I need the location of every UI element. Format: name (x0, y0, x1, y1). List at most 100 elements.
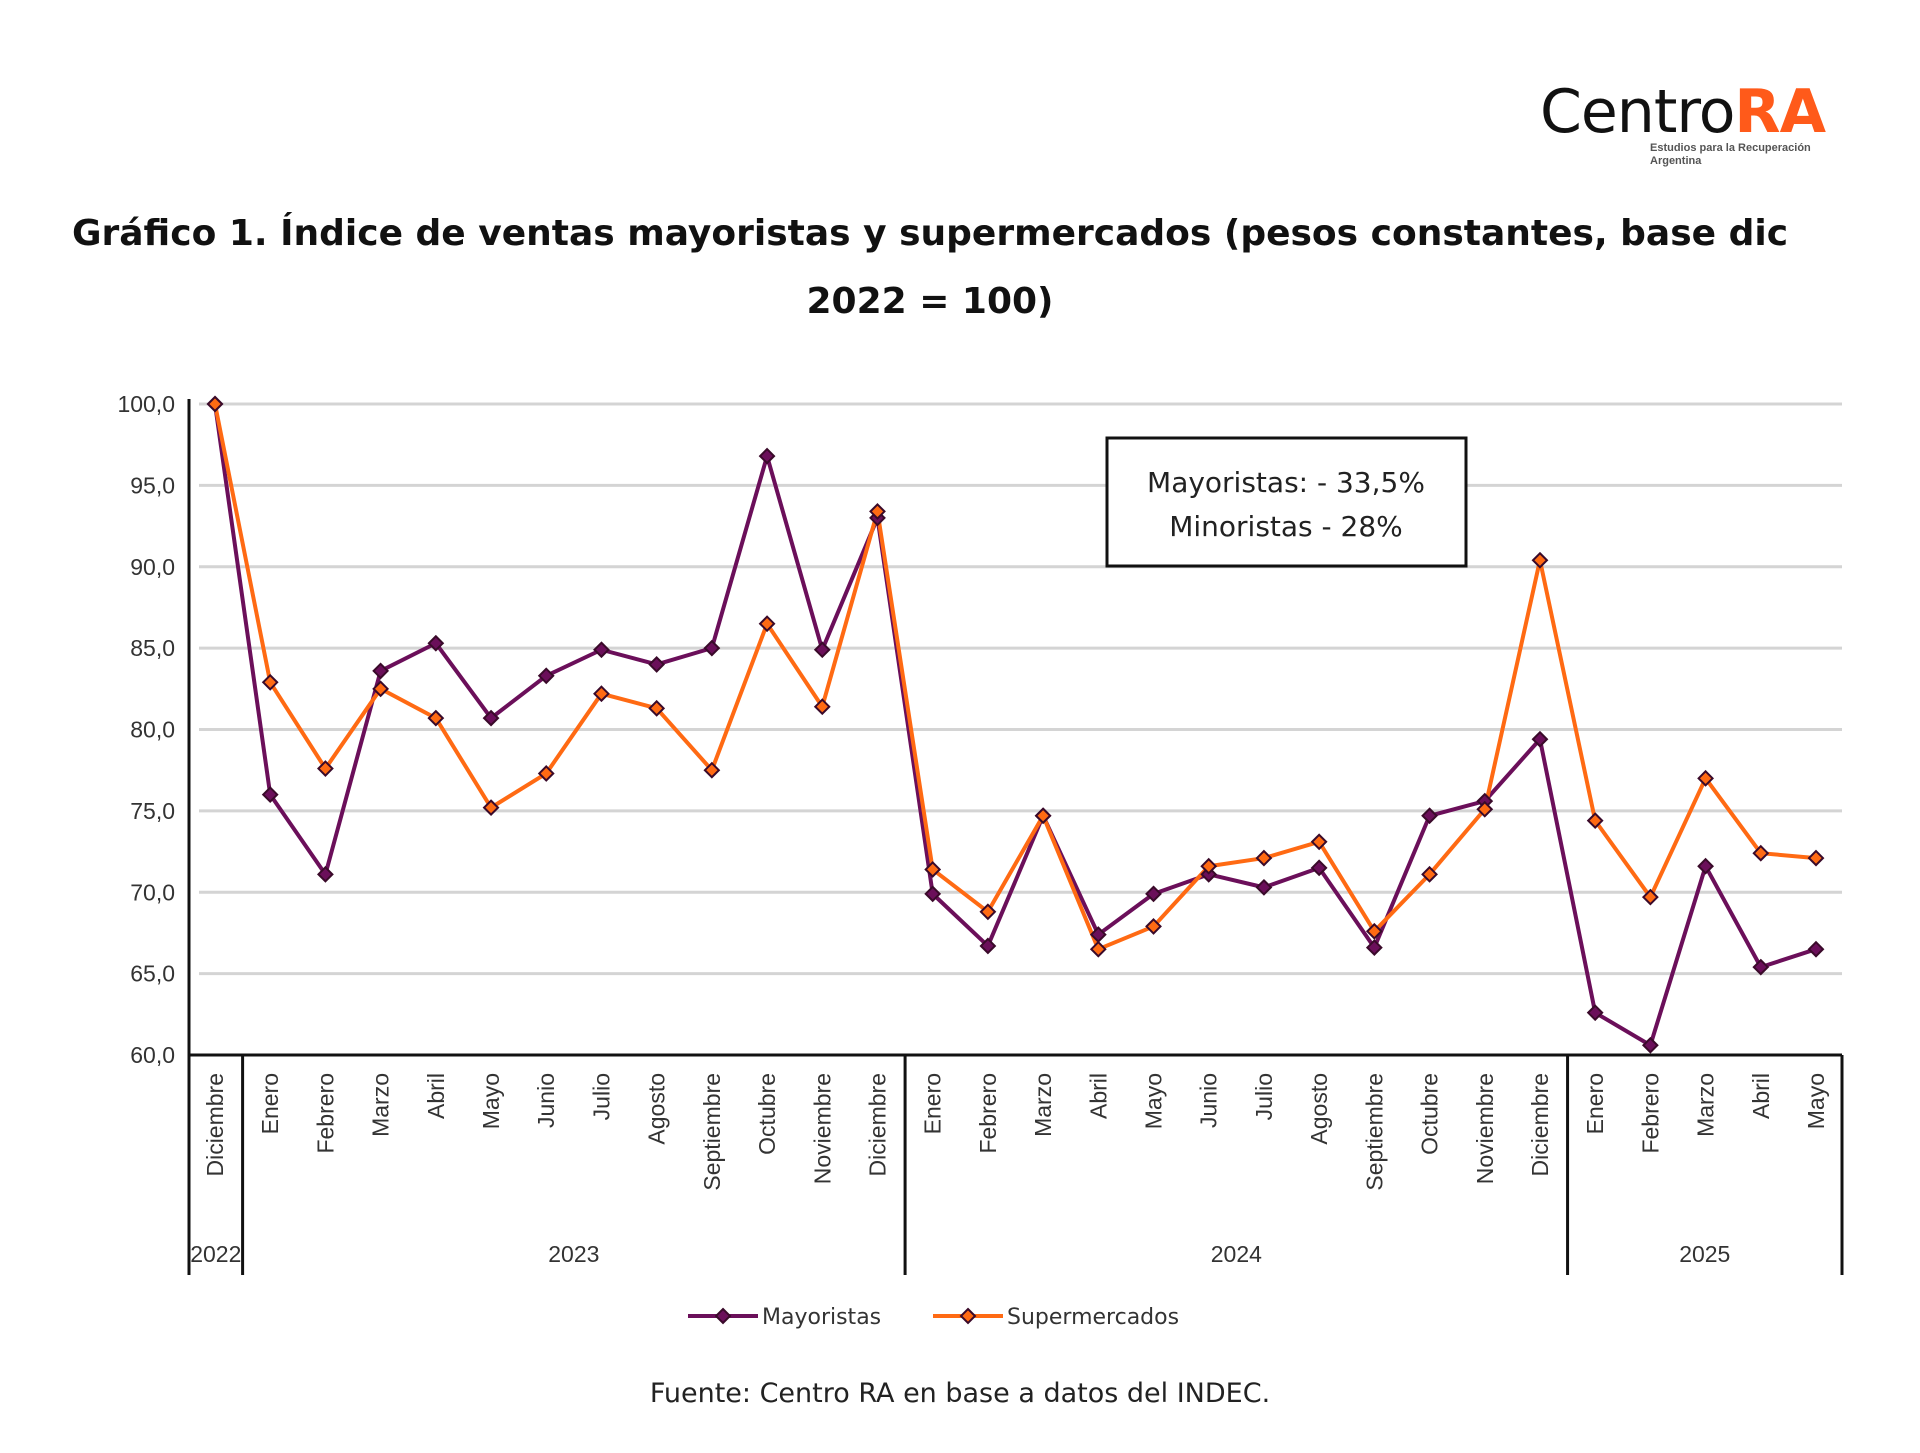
data-point-mayoristas (427, 634, 445, 652)
data-point-supermercados (1586, 812, 1604, 830)
annotation-text: Minoristas - 28% (1169, 510, 1403, 543)
data-point-supermercados (316, 760, 334, 777)
x-tick-label: Agosto (644, 1073, 670, 1145)
data-point-mayoristas (703, 639, 721, 657)
data-point-supermercados (1034, 807, 1052, 825)
data-point-supermercados (1752, 844, 1770, 862)
x-tick-label: Junio (1196, 1073, 1222, 1128)
annotation-box (1105, 436, 1468, 568)
data-point-supermercados (703, 761, 721, 779)
data-point-supermercados (1641, 888, 1659, 906)
data-point-mayoristas (758, 447, 776, 465)
series-line-supermercados (213, 403, 1817, 952)
source-note: Fuente: Centro RA en base a datos del IN… (649, 1378, 1271, 1409)
data-point-mayoristas (1531, 730, 1549, 748)
x-tick-label: Abril (1748, 1073, 1774, 1119)
y-tick-label: 90,0 (130, 554, 175, 580)
data-point-mayoristas (1641, 1036, 1659, 1054)
x-tick-label: Mayo (1803, 1073, 1829, 1129)
data-point-supermercados (869, 503, 886, 520)
data-point-mayoristas (1310, 859, 1328, 877)
x-tick-label: Marzo (1693, 1073, 1719, 1137)
data-point-mayoristas (316, 865, 334, 883)
data-point-supermercados (758, 615, 776, 633)
data-point-supermercados (1531, 551, 1549, 569)
series-line-mayoristas (213, 403, 1817, 1048)
data-point-mayoristas (537, 667, 555, 685)
data-point-mayoristas (648, 655, 666, 673)
x-tick-label: Febrero (975, 1073, 1001, 1154)
x-tick-label: Enero (920, 1073, 946, 1134)
year-label: 2024 (1211, 1241, 1262, 1267)
data-point-supermercados (593, 685, 610, 703)
data-point-mayoristas (261, 786, 279, 804)
y-tick-label: 100,0 (117, 391, 175, 417)
y-tick-label: 75,0 (130, 798, 175, 824)
x-tick-label: Febrero (312, 1073, 338, 1154)
data-point-supermercados (482, 799, 500, 817)
x-tick-label: Abril (1085, 1073, 1111, 1119)
data-point-mayoristas (593, 641, 610, 659)
data-point-supermercados (1200, 857, 1218, 875)
y-tick-label: 60,0 (130, 1042, 175, 1068)
data-point-mayoristas (1697, 857, 1715, 875)
data-point-supermercados (1697, 769, 1715, 787)
data-point-mayoristas (1752, 958, 1770, 976)
x-tick-label: Noviembre (809, 1073, 835, 1184)
data-point-mayoristas (372, 662, 390, 680)
data-point-mayoristas (1255, 878, 1273, 896)
x-tick-label: Septiembre (699, 1073, 725, 1191)
x-tick-label: Diciembre (202, 1073, 228, 1177)
annotation-text: Mayoristas: - 33,5% (1147, 466, 1425, 499)
chart-title: Gráfico 1. Índice de ventas mayoristas y… (71, 213, 1789, 322)
x-tick-label: Agosto (1306, 1073, 1332, 1145)
data-point-supermercados (427, 709, 445, 727)
x-tick-label: Marzo (1030, 1073, 1056, 1137)
x-tick-label: Diciembre (1527, 1073, 1553, 1177)
x-tick-label: Septiembre (1361, 1073, 1387, 1191)
data-point-supermercados (979, 903, 997, 921)
data-point-supermercados (1310, 833, 1328, 851)
data-point-supermercados (1145, 918, 1162, 935)
x-tick-label: Mayo (478, 1073, 504, 1129)
data-point-supermercados (1255, 849, 1273, 867)
data-point-supermercados (648, 699, 666, 717)
x-tick-label: Enero (257, 1073, 283, 1134)
y-tick-label: 85,0 (130, 635, 175, 661)
legend-label: Mayoristas (762, 1305, 881, 1330)
data-point-mayoristas (1365, 939, 1383, 956)
data-point-supermercados (206, 395, 224, 413)
data-point-mayoristas (1586, 1004, 1604, 1022)
data-point-supermercados (1807, 849, 1825, 867)
legend-label: Supermercados (1007, 1305, 1179, 1330)
data-point-mayoristas (1421, 807, 1438, 825)
y-tick-label: 70,0 (130, 879, 175, 905)
x-tick-label: Octubre (754, 1073, 780, 1155)
data-point-supermercados (1421, 865, 1438, 883)
x-tick-label: Marzo (368, 1073, 394, 1137)
year-label: 2022 (190, 1241, 241, 1267)
x-tick-label: Abril (423, 1073, 449, 1119)
data-point-supermercados (372, 680, 390, 698)
x-tick-label: Mayo (1141, 1073, 1167, 1129)
data-point-mayoristas (1145, 885, 1162, 903)
x-tick-label: Enero (1582, 1073, 1608, 1134)
x-tick-label: Febrero (1637, 1073, 1663, 1154)
y-tick-label: 65,0 (130, 961, 175, 987)
data-point-supermercados (813, 698, 831, 716)
x-tick-label: Junio (533, 1073, 559, 1128)
legend-marker (714, 1307, 732, 1325)
data-point-supermercados (1365, 922, 1383, 940)
year-label: 2025 (1679, 1241, 1730, 1267)
y-tick-label: 80,0 (130, 717, 175, 743)
logo-tagline: Estudios para la Recuperación Argentina (1650, 142, 1811, 167)
data-point-supermercados (537, 765, 555, 782)
y-tick-label: 95,0 (130, 472, 175, 498)
data-point-supermercados (261, 673, 279, 691)
x-tick-label: Julio (1251, 1073, 1277, 1120)
centro-ra-logo: CentroRA Estudios para la Recuperación A… (1540, 77, 1826, 167)
year-label: 2023 (548, 1241, 599, 1267)
data-point-mayoristas (813, 641, 831, 659)
data-point-mayoristas (924, 885, 942, 903)
